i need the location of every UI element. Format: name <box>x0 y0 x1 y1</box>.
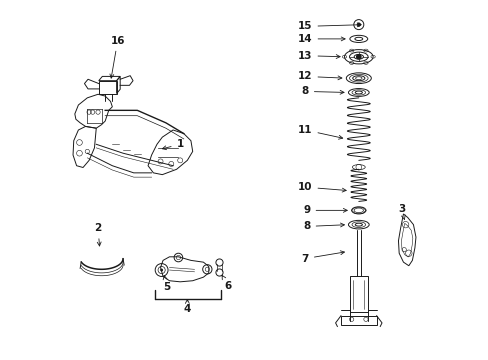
Text: 15: 15 <box>297 21 361 31</box>
Text: 10: 10 <box>297 182 346 192</box>
Text: 5: 5 <box>163 275 170 292</box>
Text: 7: 7 <box>301 251 344 264</box>
Circle shape <box>356 23 360 26</box>
Text: 2: 2 <box>94 223 102 246</box>
Circle shape <box>356 55 360 59</box>
Text: 14: 14 <box>297 34 345 44</box>
Text: 8: 8 <box>301 86 344 96</box>
Text: 3: 3 <box>397 203 405 219</box>
Text: 13: 13 <box>297 51 339 61</box>
Text: 8: 8 <box>303 221 344 231</box>
Text: 6: 6 <box>222 275 232 292</box>
Circle shape <box>160 269 163 271</box>
Text: 11: 11 <box>297 125 342 139</box>
Bar <box>340 316 376 325</box>
Text: 12: 12 <box>297 71 341 81</box>
Text: 16: 16 <box>110 36 124 78</box>
Bar <box>349 276 367 312</box>
Text: 9: 9 <box>303 205 346 215</box>
Text: 1: 1 <box>162 139 183 150</box>
Text: 4: 4 <box>183 303 191 314</box>
